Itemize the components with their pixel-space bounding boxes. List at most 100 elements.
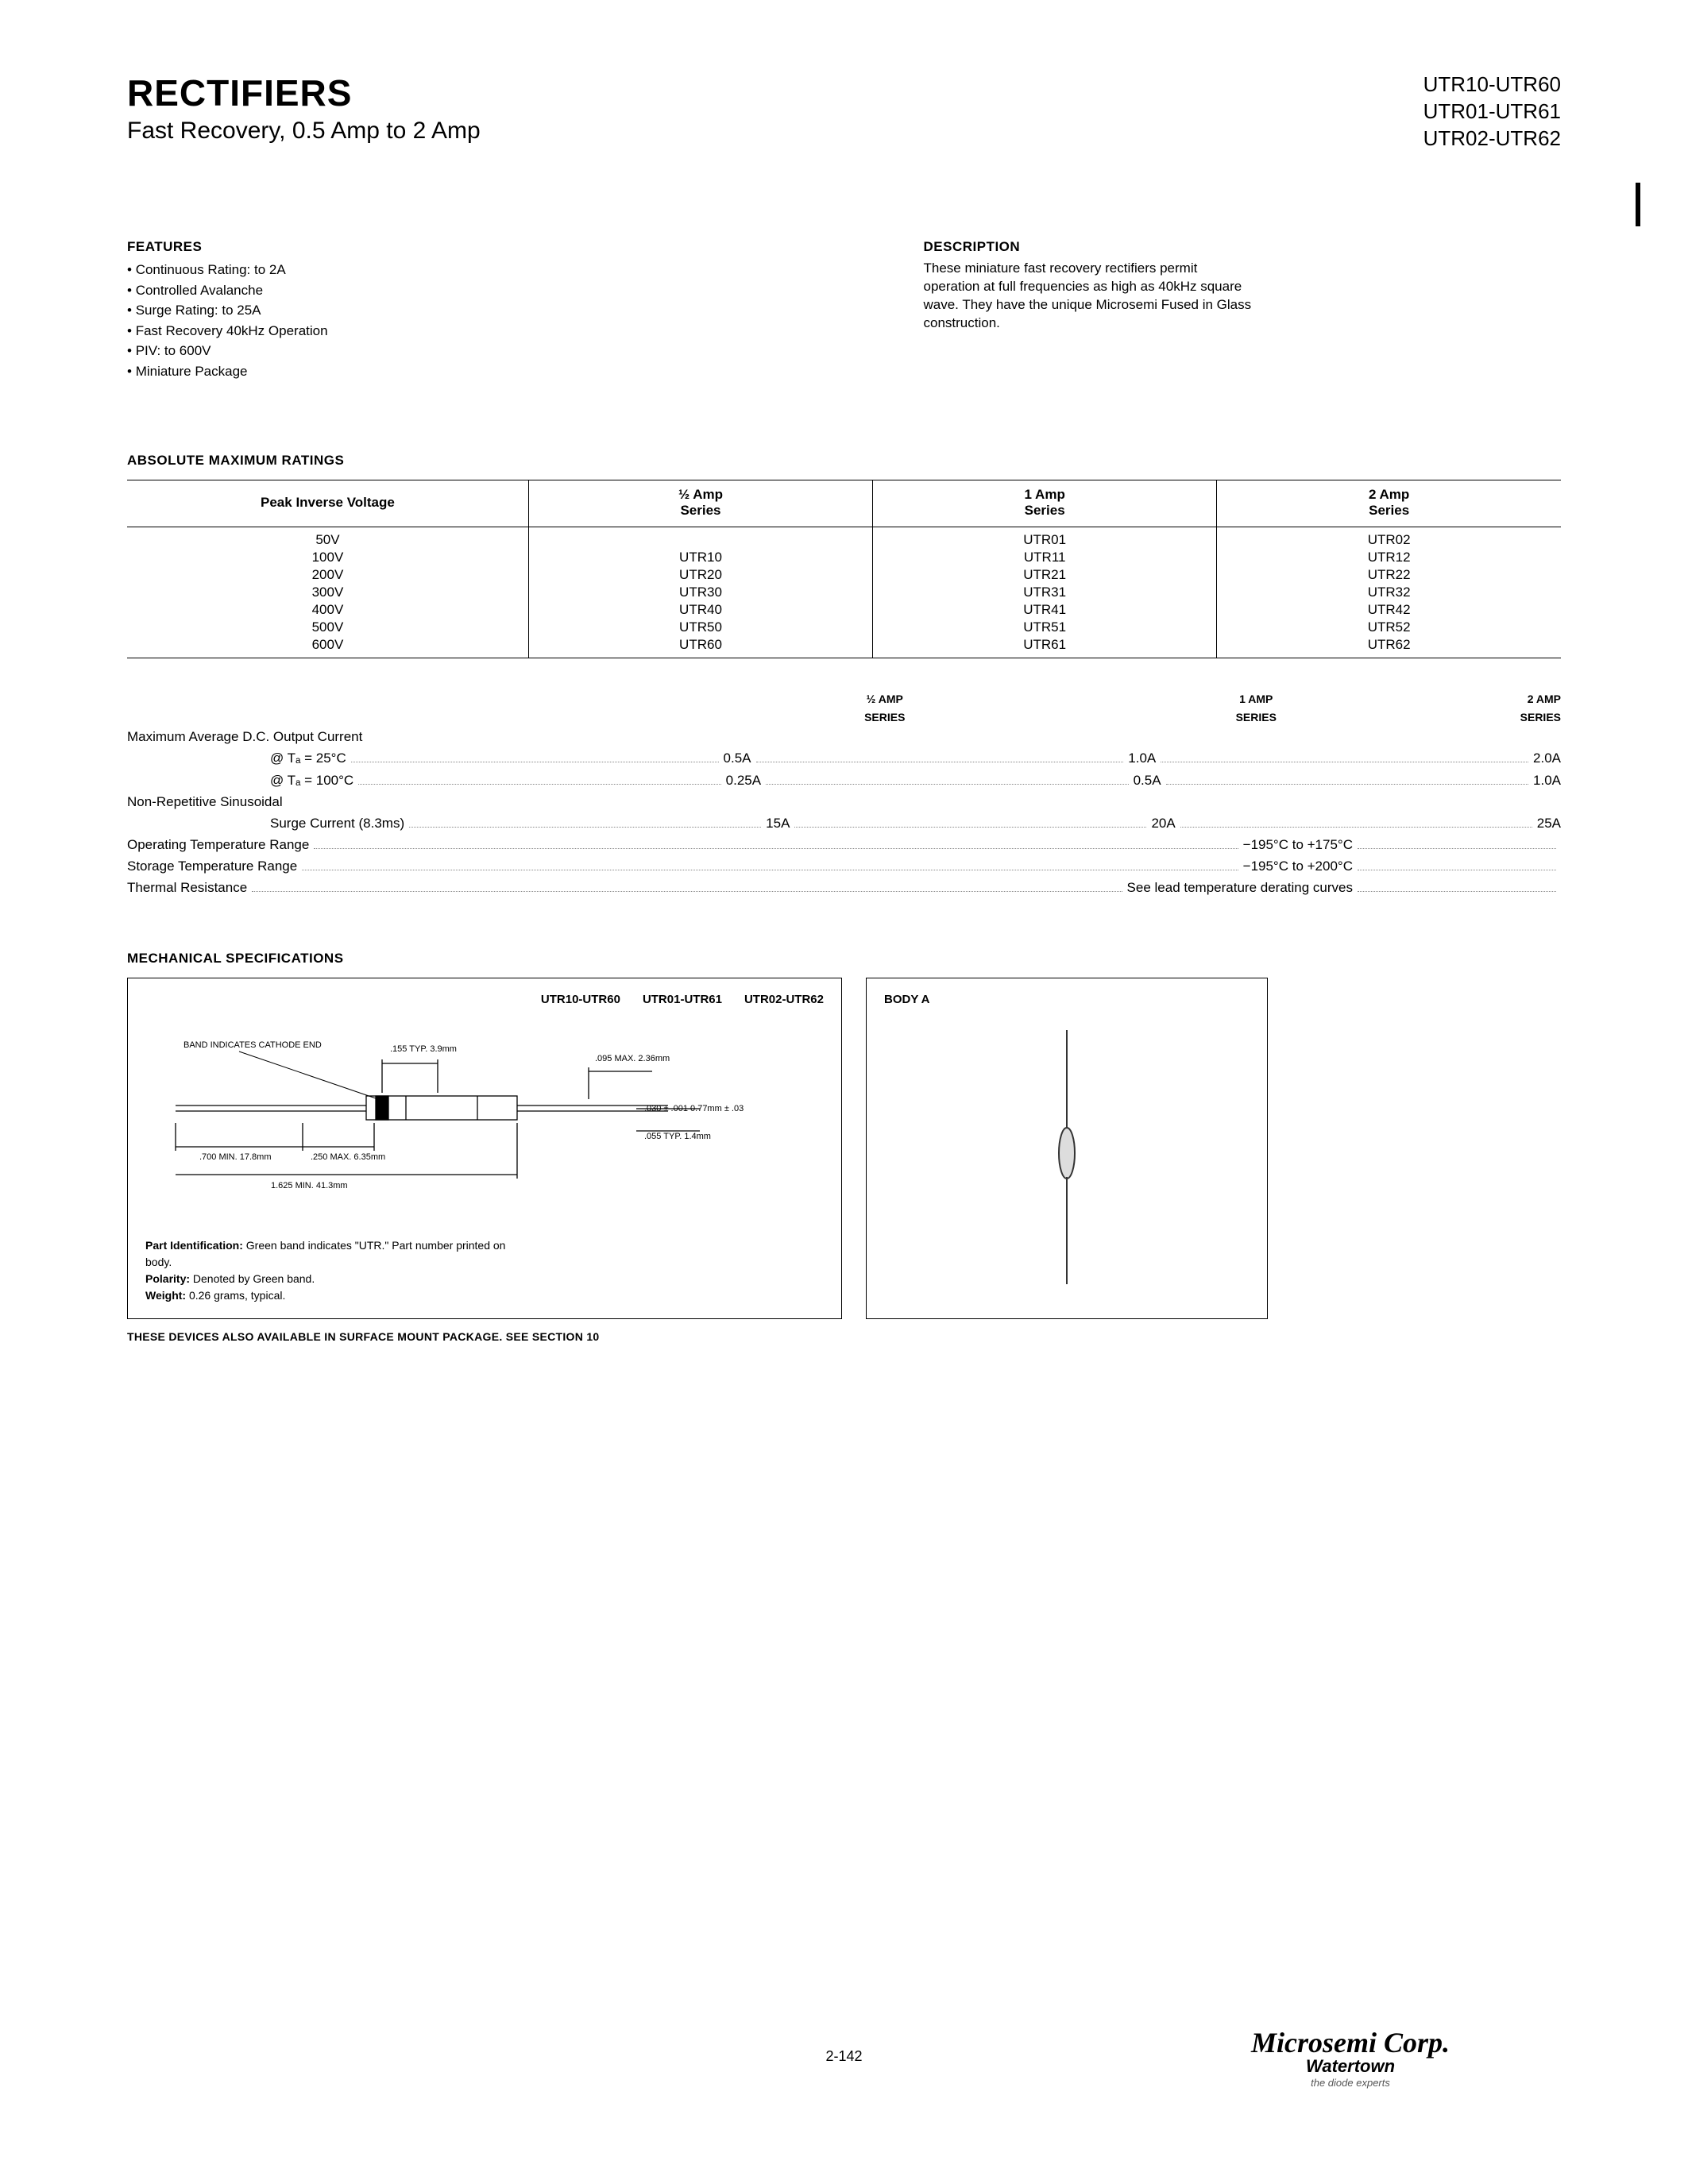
spec-row: Operating Temperature Range −195°C to +17… — [127, 834, 1561, 855]
spec-value: 1.0A — [1128, 747, 1156, 769]
table-cell: UTR10 — [528, 549, 872, 566]
spec-label: Surge Current (8.3ms) — [270, 812, 404, 834]
page-subtitle: Fast Recovery, 0.5 Amp to 2 Amp — [127, 118, 481, 145]
table-row: 400VUTR40UTR41UTR42 — [127, 601, 1561, 619]
mechanical-drawing-box: UTR10-UTR60 UTR01-UTR61 UTR02-UTR62 — [127, 978, 842, 1319]
table-cell: UTR42 — [1217, 601, 1561, 619]
table-cell: UTR22 — [1217, 566, 1561, 584]
ann-155: .155 TYP. 3.9mm — [390, 1044, 457, 1054]
spec-value: 0.25A — [726, 770, 761, 791]
spec-label: @ Tₐ = 100°C — [270, 770, 353, 791]
spec-row: @ Tₐ = 100°C 0.25A 0.5A 1.0A — [127, 770, 1561, 791]
feature-item: Surge Rating: to 25A — [127, 300, 765, 321]
spec-value: 1.0A — [1533, 770, 1561, 791]
table-cell: 100V — [127, 549, 528, 566]
ratings-col-one: 1 Amp Series — [873, 480, 1217, 527]
table-cell: 200V — [127, 566, 528, 584]
surface-mount-note: THESE DEVICES ALSO AVAILABLE IN SURFACE … — [127, 1330, 1561, 1343]
ann-095: .095 MAX. 2.36mm — [595, 1054, 670, 1063]
table-cell: UTR60 — [528, 636, 872, 658]
ratings-col-half: ½ Amp Series — [528, 480, 872, 527]
spec-value: 0.5A — [724, 747, 751, 769]
ratings-table: Peak Inverse Voltage ½ Amp Series 1 Amp … — [127, 480, 1561, 658]
features-description-row: FEATURES Continuous Rating: to 2A Contro… — [127, 239, 1561, 381]
features-col: FEATURES Continuous Rating: to 2A Contro… — [127, 239, 765, 381]
spec-label: Operating Temperature Range — [127, 834, 309, 855]
spec-value: See lead temperature derating curves — [1127, 877, 1353, 898]
body-a-box: BODY A — [866, 978, 1268, 1319]
mech-series: UTR02-UTR62 — [744, 993, 824, 1006]
ann-250: .250 MAX. 6.35mm — [311, 1152, 385, 1162]
table-cell: UTR02 — [1217, 527, 1561, 550]
spec-value: 15A — [766, 812, 790, 834]
spec-row: Storage Temperature Range −195°C to +200°… — [127, 855, 1561, 877]
table-cell: 600V — [127, 636, 528, 658]
table-row: 100VUTR10UTR11UTR12 — [127, 549, 1561, 566]
table-cell: UTR50 — [528, 619, 872, 636]
table-cell: UTR62 — [1217, 636, 1561, 658]
feature-item: PIV: to 600V — [127, 341, 765, 361]
feature-item: Fast Recovery 40kHz Operation — [127, 321, 765, 341]
ann-030: .030 ± .001 0.77mm ± .03 — [644, 1104, 744, 1113]
table-row: 500VUTR50UTR51UTR52 — [127, 619, 1561, 636]
logo-tag: the diode experts — [1251, 2077, 1450, 2089]
table-cell: 400V — [127, 601, 528, 619]
part-number-block: UTR10-UTR60 UTR01-UTR61 UTR02-UTR62 — [1423, 71, 1561, 152]
features-heading: FEATURES — [127, 239, 765, 255]
spec-row: Maximum Average D.C. Output Current — [127, 726, 1561, 747]
table-row: 300VUTR30UTR31UTR32 — [127, 584, 1561, 601]
ann-700: .700 MIN. 17.8mm — [199, 1152, 271, 1162]
package-diagram: BAND INDICATES CATHODE END .155 TYP. 3.9… — [144, 1020, 827, 1194]
spec-row: Surge Current (8.3ms) 15A 20A 25A — [127, 812, 1561, 834]
table-cell: UTR30 — [528, 584, 872, 601]
spec-row: Thermal ResistanceSee lead temperature d… — [127, 877, 1561, 898]
table-cell: UTR12 — [1217, 549, 1561, 566]
table-cell: UTR51 — [873, 619, 1217, 636]
spec-value: 25A — [1537, 812, 1561, 834]
table-cell: UTR41 — [873, 601, 1217, 619]
part-line: UTR10-UTR60 — [1423, 71, 1561, 98]
mechanical-series-labels: UTR10-UTR60 UTR01-UTR61 UTR02-UTR62 — [145, 993, 824, 1006]
feature-item: Continuous Rating: to 2A — [127, 260, 765, 280]
ann-band: BAND INDICATES CATHODE END — [183, 1040, 322, 1050]
specs-col-two: 2 AMP SERIES — [1442, 690, 1561, 726]
logo-main: Microsemi Corp. — [1251, 2026, 1450, 2059]
feature-item: Controlled Avalanche — [127, 280, 765, 301]
title-block: RECTIFIERS Fast Recovery, 0.5 Amp to 2 A… — [127, 71, 481, 145]
table-cell: 500V — [127, 619, 528, 636]
table-cell: UTR21 — [873, 566, 1217, 584]
specs-block: ½ AMP SERIES 1 AMP SERIES 2 AMP SERIES M… — [127, 690, 1561, 898]
ratings-heading: ABSOLUTE MAXIMUM RATINGS — [127, 453, 1561, 469]
description-heading: DESCRIPTION — [924, 239, 1562, 255]
part-line: UTR02-UTR62 — [1423, 125, 1561, 152]
page-number: 2-142 — [825, 2048, 862, 2065]
table-cell: UTR32 — [1217, 584, 1561, 601]
table-cell: UTR61 — [873, 636, 1217, 658]
mech-series: UTR10-UTR60 — [541, 993, 620, 1006]
body-a-diagram — [884, 1006, 1250, 1308]
logo-block: Microsemi Corp. Watertown the diode expe… — [1251, 2026, 1450, 2089]
table-cell: UTR40 — [528, 601, 872, 619]
header: RECTIFIERS Fast Recovery, 0.5 Amp to 2 A… — [127, 71, 1561, 152]
spec-row: @ Tₐ = 25°C0.5A1.0A2.0A — [127, 747, 1561, 769]
ann-1625: 1.625 MIN. 41.3mm — [271, 1181, 348, 1190]
specs-col-half: ½ AMP SERIES — [699, 690, 1071, 726]
table-row: 200VUTR20UTR21UTR22 — [127, 566, 1561, 584]
ratings-col-piv: Peak Inverse Voltage — [127, 480, 528, 527]
spec-value: −195°C to +175°C — [1243, 834, 1353, 855]
mechanical-row: UTR10-UTR60 UTR01-UTR61 UTR02-UTR62 — [127, 978, 1561, 1319]
ratings-col-two: 2 Amp Series — [1217, 480, 1561, 527]
spec-value: 0.5A — [1134, 770, 1161, 791]
ratings-header-row: Peak Inverse Voltage ½ Amp Series 1 Amp … — [127, 480, 1561, 527]
table-cell: UTR20 — [528, 566, 872, 584]
specs-header-row: ½ AMP SERIES 1 AMP SERIES 2 AMP SERIES — [127, 690, 1561, 726]
spec-value: −195°C to +200°C — [1243, 855, 1353, 877]
table-cell: 300V — [127, 584, 528, 601]
table-cell: UTR11 — [873, 549, 1217, 566]
spec-value: 20A — [1151, 812, 1175, 834]
table-cell: 50V — [127, 527, 528, 550]
spec-label: Storage Temperature Range — [127, 855, 297, 877]
spec-row: Non-Repetitive Sinusoidal — [127, 791, 1561, 812]
table-cell: UTR01 — [873, 527, 1217, 550]
mechanical-heading: MECHANICAL SPECIFICATIONS — [127, 951, 1561, 967]
